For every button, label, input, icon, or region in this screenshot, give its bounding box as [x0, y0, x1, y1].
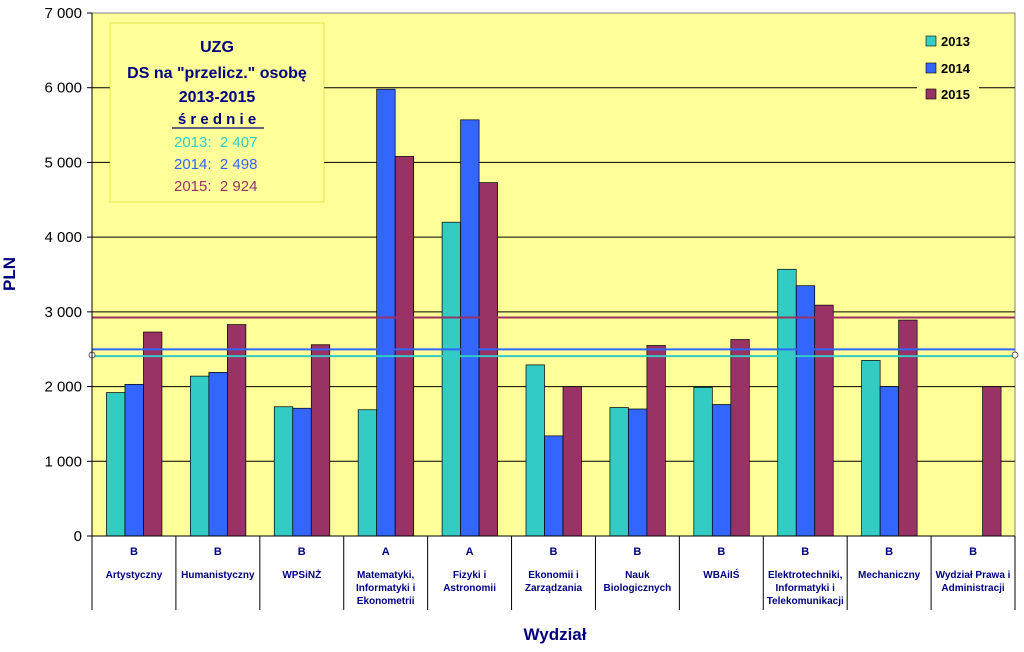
category-name-label: Mechaniczny [858, 570, 921, 581]
bar-2014 [208, 372, 228, 537]
bar-2013 [357, 409, 378, 537]
category-name-label: Informatyki i [356, 583, 416, 594]
y-tick-label: 6 000 [44, 80, 82, 97]
category-name-label: Fizyki i [453, 570, 487, 581]
bar-2015 [310, 344, 331, 537]
bar-2014 [460, 119, 480, 537]
x-axis-label: Wydział [524, 625, 587, 644]
y-tick-label: 7 000 [44, 5, 82, 22]
bar-2013 [441, 221, 461, 537]
category-group-label: A [466, 546, 474, 558]
bar-2014 [292, 407, 312, 537]
bar-2013 [609, 407, 629, 537]
info-box-background [109, 22, 325, 203]
category-group-label: B [298, 546, 306, 558]
info-box-subtitle: DS na "przelicz." osobę [127, 65, 307, 82]
info-box-average-2015: 2015: 2 924 [174, 178, 257, 195]
legend-label-2014: 2014 [941, 61, 971, 76]
category-name-label: Ekonomii i [528, 570, 579, 581]
info-box-years: 2013-2015 [179, 89, 256, 106]
y-tick-label: 4 000 [44, 229, 82, 246]
category-group-label: A [382, 546, 390, 558]
y-tick-label: 1 000 [44, 453, 82, 470]
info-box-average-2014: 2014: 2 498 [174, 156, 257, 173]
category-name-label: Ekonometrii [357, 596, 415, 607]
average-line-endpoint [1011, 351, 1019, 359]
bar-2013 [273, 406, 294, 537]
info-box: UZG DS na "przelicz." osobę 2013-2015 ś … [109, 22, 325, 203]
bar-2015 [814, 304, 834, 537]
legend-swatch-2015 [925, 88, 937, 100]
bar-2013 [525, 364, 545, 537]
bar-2015 [478, 182, 498, 537]
category-group-label: B [214, 546, 222, 558]
y-tick-label: 0 [74, 528, 82, 545]
bar-2013 [693, 386, 713, 537]
y-axis-label: PLN [0, 257, 19, 291]
bar-2014 [711, 404, 732, 537]
x-axis: B Artystyczny B Humanistyczny B WPSiNŻ A Matema… [91, 535, 1016, 610]
bars-group [106, 88, 1002, 537]
bar-2014 [124, 383, 144, 537]
legend-label-2013: 2013 [941, 34, 970, 49]
bar-2013 [861, 360, 881, 537]
category-name-label: Humanistyczny [181, 570, 255, 581]
category-name-label: Nauk [625, 570, 650, 581]
y-axis: 0 1 000 2 000 3 000 4 000 5 000 6 000 7 000 [44, 5, 93, 545]
category-name-label: Wydział Prawa i [936, 570, 1011, 581]
bar-2014 [879, 386, 899, 537]
category-group-label: B [633, 546, 641, 558]
category-name-label: Informatyki i [775, 583, 835, 594]
bar-2015 [394, 156, 415, 537]
y-tick-label: 3 000 [44, 304, 82, 321]
legend-swatch-2013 [925, 35, 937, 47]
bar-2015 [898, 319, 918, 537]
bar-2014 [376, 88, 396, 537]
y-tick-label: 5 000 [44, 154, 82, 171]
category-name-label: Elektrotechniki, [768, 570, 843, 581]
bar-2015 [562, 386, 582, 537]
legend-label-2015: 2015 [941, 87, 970, 102]
bar-2015 [730, 339, 750, 537]
category-name-label: Telekomunikacji [767, 596, 844, 607]
bar-2013 [190, 375, 210, 537]
bar-2014 [628, 408, 648, 537]
legend: 2013 2014 2015 [917, 28, 979, 107]
bar-2013 [106, 392, 126, 537]
average-lines [88, 316, 1019, 359]
bar-2015 [982, 386, 1002, 537]
category-name-label: Zarządzania [525, 583, 583, 594]
category-group-label: B [130, 546, 138, 558]
category-name-label: Biologicznych [604, 583, 672, 594]
legend-swatch-2014 [925, 62, 937, 74]
info-box-averages-heading: ś r e d n i e [178, 111, 256, 128]
bar-2013 [777, 268, 797, 537]
category-name-label: Matematyki, [357, 570, 414, 581]
bar-2014 [544, 435, 564, 537]
info-box-title: UZG [200, 39, 234, 56]
info-box-average-2013: 2013: 2 407 [174, 134, 257, 151]
category-name-label: WPSiNŻ [282, 568, 321, 581]
bar-2015 [143, 331, 163, 537]
category-group-label: B [717, 546, 725, 558]
bar-2014 [795, 285, 816, 537]
category-group-label: B [801, 546, 809, 558]
category-name-label: Artystyczny [106, 570, 163, 581]
category-name-label: WBAiIŚ [703, 568, 739, 581]
category-group-label: B [969, 546, 977, 558]
category-group-label: B [885, 546, 893, 558]
category-name-label: Astronomii [443, 583, 496, 594]
category-group-label: B [550, 546, 558, 558]
bar-2015 [646, 345, 666, 537]
category-name-label: Administracji [941, 583, 1005, 594]
y-tick-label: 2 000 [44, 379, 82, 396]
